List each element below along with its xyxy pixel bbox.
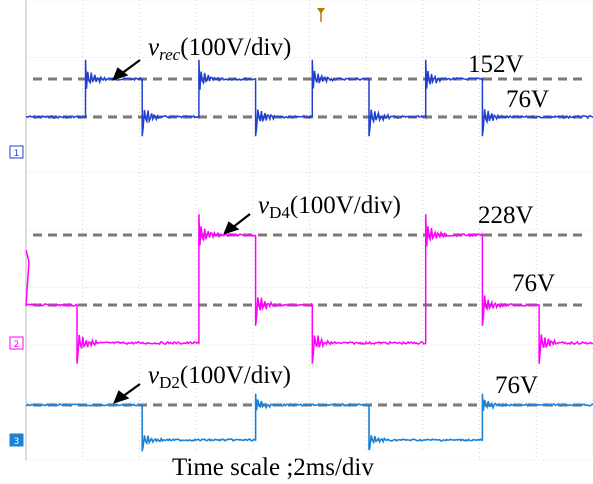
- channel-markers: 1 2 3: [9, 145, 24, 447]
- ch1-level-152: 152V: [468, 51, 524, 78]
- annotations: vrec(100V/div) 152V 76V vD4(100V/div) 22…: [112, 8, 555, 481]
- ch3-trace-label: vD2(100V/div): [148, 362, 291, 392]
- ch3-marker: 3: [9, 433, 24, 447]
- ch3-waveform: [25, 393, 593, 452]
- ch2-level-228: 228V: [478, 202, 534, 229]
- ch1-arrow: [112, 59, 141, 81]
- ch3-marker-text: 3: [14, 437, 20, 447]
- time-scale-label: Time scale ;2ms/div: [172, 454, 374, 481]
- grid: [25, 0, 593, 461]
- trigger-marker: [317, 8, 325, 22]
- ch1-marker: 1: [9, 145, 24, 159]
- ch2-marker: 2: [9, 336, 24, 350]
- ch1-trace-label: vrec(100V/div): [148, 34, 291, 64]
- ch3-level-76: 76V: [495, 372, 538, 399]
- ch1-level-76: 76V: [506, 86, 549, 113]
- ch2-marker-text: 2: [14, 340, 20, 350]
- ch2-arrow: [223, 213, 251, 235]
- ch2-level-76: 76V: [512, 270, 555, 297]
- ch1-waveform: [26, 59, 593, 137]
- ch2-waveform: [25, 214, 593, 364]
- ch3-arrow: [113, 383, 141, 404]
- ch2-trace-label: vD4(100V/div): [258, 192, 401, 222]
- ch1-marker-text: 1: [14, 149, 20, 159]
- waveforms: [25, 59, 593, 452]
